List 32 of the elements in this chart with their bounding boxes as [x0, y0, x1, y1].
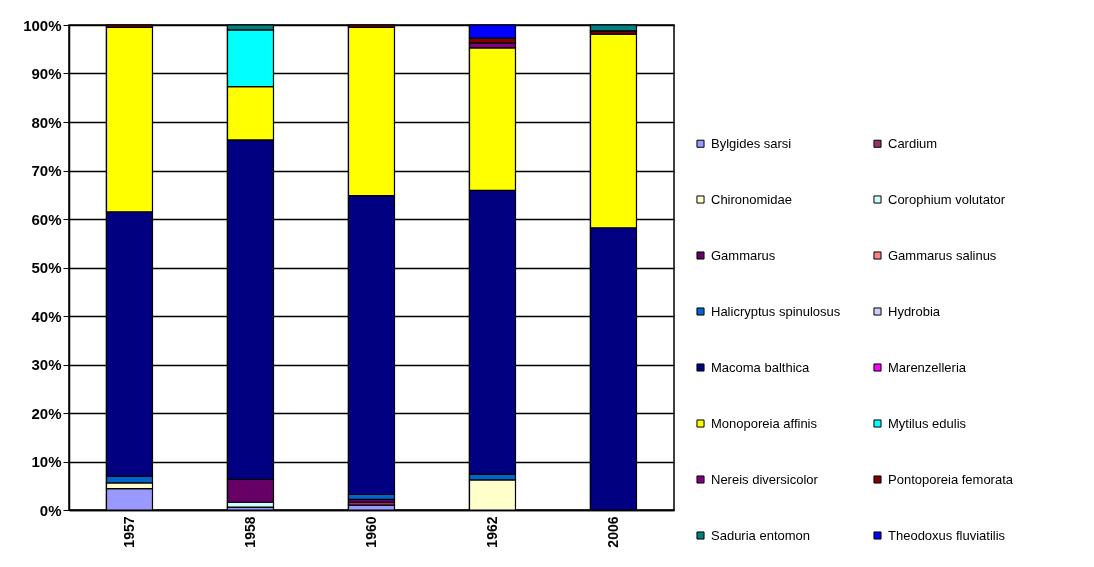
legend-label: Monoporeia affinis — [711, 415, 818, 431]
legend-label: Gammarus salinus — [888, 247, 997, 263]
y-tick-label: 50% — [31, 259, 62, 276]
legend-label: Marenzelleria — [888, 359, 967, 375]
x-tick-label: 1957 — [120, 516, 137, 548]
legend-label: Gammarus — [711, 247, 776, 263]
legend-label: Corophium volutator — [888, 191, 1006, 207]
legend-label: Pontoporeia femorata — [888, 471, 1014, 487]
y-tick-label: 40% — [31, 307, 62, 325]
y-tick-label: 10% — [31, 453, 62, 470]
y-tick-label: 80% — [31, 113, 62, 131]
legend-label: Mytilus edulis — [888, 415, 967, 431]
legend-label: Macoma balthica — [711, 359, 811, 375]
y-tick-label: 20% — [31, 404, 62, 422]
x-tick-label: 1960 — [362, 516, 379, 548]
y-tick-label: 30% — [31, 356, 62, 373]
y-tick-label: 90% — [31, 65, 62, 82]
legend-label: Halicryptus spinulosus — [711, 303, 841, 319]
y-tick-label: 100% — [23, 16, 62, 34]
x-tick-label: 1958 — [241, 516, 258, 548]
legend-label: Saduria entomon — [711, 527, 811, 543]
legend-label: Nereis diversicolor — [711, 471, 819, 487]
y-tick-label: 60% — [31, 210, 62, 228]
legend-label: Bylgides sarsi — [711, 135, 792, 151]
y-tick-label: 0% — [39, 501, 62, 519]
x-tick-label: 1962 — [483, 516, 500, 548]
legend-label: Theodoxus fluviatilis — [888, 527, 1006, 543]
x-tick-label: 2006 — [604, 516, 621, 548]
legend-label: Hydrobia — [888, 303, 941, 319]
legend-label: Chironomidae — [711, 191, 792, 207]
legend-label: Cardium — [888, 135, 938, 151]
y-tick-label: 70% — [31, 162, 62, 179]
